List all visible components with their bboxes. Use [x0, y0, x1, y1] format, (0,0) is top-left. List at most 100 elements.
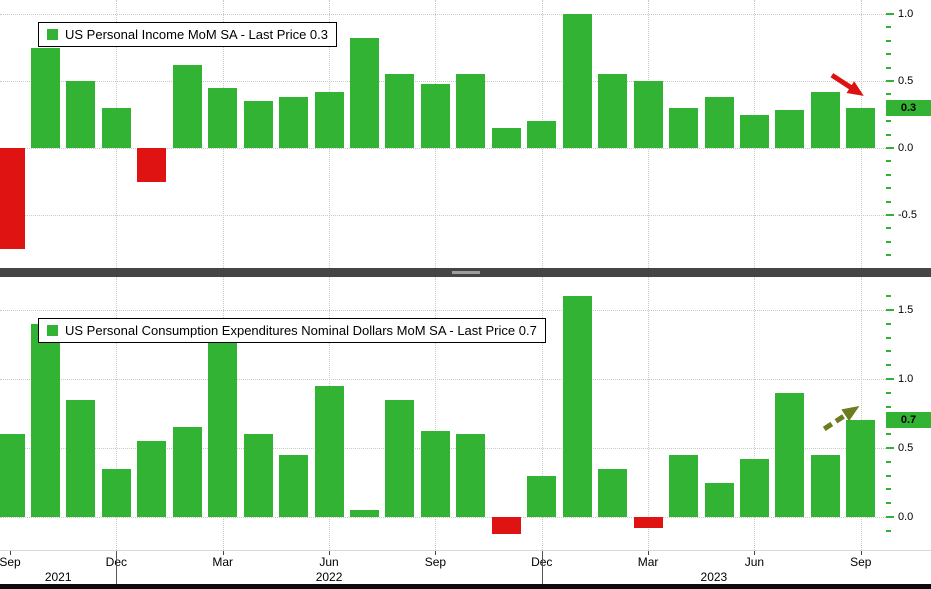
- panel-personal-income: US Personal Income MoM SA - Last Price 0…: [0, 0, 931, 268]
- bar: [30, 323, 60, 517]
- x-axis-tick: [754, 551, 756, 555]
- y-axis-label: 0.5: [898, 442, 914, 454]
- income-legend-label: US Personal Income MoM SA - Last Price 0…: [65, 27, 328, 42]
- x-axis-tick: [222, 551, 224, 555]
- y-axis-tick: [886, 350, 891, 353]
- year-separator: [116, 551, 118, 585]
- x-axis: Sep Dec Mar Jun Sep Dec Mar Jun Sep 2021 2022 2023: [0, 550, 931, 585]
- y-axis-tick: [886, 160, 891, 163]
- year-label: 2023: [700, 570, 728, 584]
- x-tick-label: Sep: [0, 555, 21, 569]
- bar: [137, 441, 167, 517]
- x-tick-label: Jun: [319, 555, 339, 569]
- bar: [30, 47, 60, 148]
- y-axis-tick: [886, 295, 891, 298]
- y-axis-tick: [886, 120, 891, 123]
- bar: [0, 434, 25, 517]
- y-axis-tick: [886, 391, 891, 394]
- x-axis-tick: [648, 551, 650, 555]
- bar: [0, 148, 25, 249]
- bar: [633, 517, 663, 529]
- bar: [385, 399, 415, 517]
- bar: [208, 330, 238, 517]
- h-gridline: [0, 81, 886, 82]
- bar: [66, 81, 96, 148]
- y-axis-tick: [886, 26, 891, 29]
- h-gridline: [0, 310, 886, 311]
- bar: [350, 38, 379, 148]
- panel-pce: US Personal Consumption Expenditures Nom…: [0, 277, 931, 550]
- bar: [633, 81, 663, 148]
- y-axis-tick: [886, 13, 894, 15]
- pce-legend-label: US Personal Consumption Expenditures Nom…: [65, 323, 537, 338]
- income-plot-area: US Personal Income MoM SA - Last Price 0…: [0, 0, 886, 268]
- income-y-axis: 1.0 0.5 0.0 -0.5 0.3: [886, 0, 931, 268]
- v-gridline: [541, 277, 543, 550]
- h-gridline: [0, 148, 886, 149]
- y-axis-tick: [886, 460, 891, 463]
- x-tick-label: Sep: [850, 555, 872, 569]
- pce-legend[interactable]: US Personal Consumption Expenditures Nom…: [38, 318, 546, 343]
- bar: [669, 454, 699, 517]
- y-axis-tick: [886, 405, 891, 408]
- x-axis-tick: [435, 551, 437, 555]
- bar: [279, 97, 309, 148]
- trend-arrow-down-icon: [830, 73, 864, 96]
- y-axis-tick: [886, 322, 891, 325]
- income-legend[interactable]: US Personal Income MoM SA - Last Price 0…: [38, 22, 337, 47]
- bar: [846, 420, 876, 517]
- pce-y-axis: 1.5 1.0 0.5 0.0 0.7: [886, 277, 931, 550]
- y-axis-tick: [886, 254, 891, 257]
- y-axis-tick: [886, 39, 891, 42]
- bar: [172, 64, 202, 148]
- bar: [739, 114, 769, 148]
- y-axis-tick: [886, 474, 891, 477]
- y-axis-tick: [886, 516, 894, 518]
- panel-divider[interactable]: [0, 268, 931, 277]
- y-axis-label: 0.5: [898, 75, 914, 87]
- y-axis-label: -0.5: [898, 209, 917, 221]
- y-axis-tick: [886, 240, 891, 243]
- bar: [527, 475, 557, 517]
- bar: [704, 97, 734, 148]
- divider-handle[interactable]: [452, 271, 480, 274]
- y-axis-label: 1.0: [898, 373, 914, 385]
- bar: [775, 392, 805, 517]
- bar: [598, 468, 628, 517]
- x-tick-label: Sep: [424, 555, 447, 569]
- bar: [846, 107, 876, 148]
- legend-swatch-icon: [47, 325, 58, 336]
- bar: [243, 101, 273, 148]
- y-axis-tick: [886, 93, 891, 96]
- bar: [420, 83, 450, 148]
- v-gridline: [435, 277, 437, 550]
- bar: [243, 434, 273, 517]
- x-tick-label: Jun: [744, 555, 765, 569]
- y-axis-tick: [886, 488, 891, 491]
- bar: [810, 91, 840, 148]
- year-label: 2022: [315, 570, 343, 584]
- v-gridline: [860, 277, 862, 550]
- bar: [314, 91, 344, 148]
- y-axis-label: 0.0: [898, 142, 914, 154]
- bar: [562, 296, 592, 517]
- bar: [172, 427, 202, 517]
- bar: [491, 517, 521, 534]
- h-gridline: [0, 14, 886, 15]
- y-axis-tick: [886, 433, 891, 436]
- y-axis-tick: [886, 133, 891, 136]
- bar: [314, 385, 344, 517]
- bar: [775, 110, 805, 148]
- h-gridline: [0, 215, 886, 216]
- bar: [66, 399, 96, 517]
- y-axis-tick: [886, 214, 894, 216]
- bar: [456, 74, 486, 148]
- y-axis-label: 0.0: [898, 511, 914, 523]
- bar: [562, 14, 592, 148]
- bar: [739, 459, 769, 517]
- year-label: 2021: [44, 570, 72, 584]
- bar: [279, 454, 309, 517]
- year-separator: [541, 551, 543, 585]
- y-axis-tick: [886, 173, 891, 176]
